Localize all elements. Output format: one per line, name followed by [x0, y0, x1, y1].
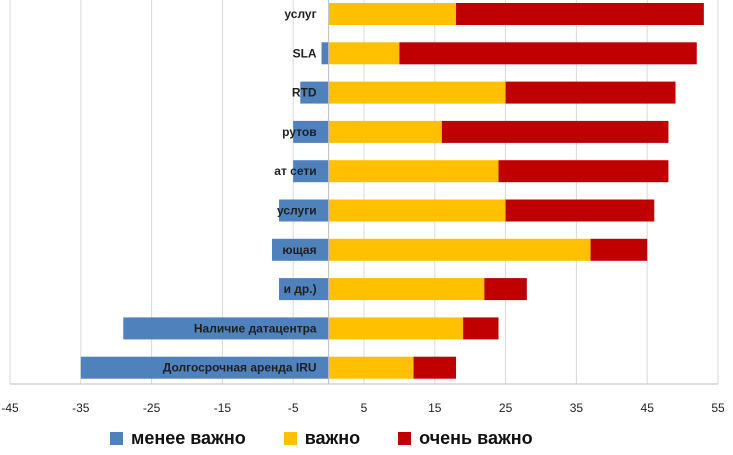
x-tick-label: -45: [1, 401, 19, 415]
x-tick-label: -25: [143, 401, 161, 415]
bar-segment: [279, 199, 329, 222]
category-label: ат сети: [274, 164, 316, 178]
legend-item-important: важно: [283, 428, 361, 449]
x-tick-label: -35: [72, 401, 90, 415]
bar-segment: [279, 278, 329, 301]
bar-segment: [328, 199, 506, 222]
bar-segment: [293, 120, 329, 143]
bar-segment: [413, 356, 457, 379]
bar-segment: [328, 3, 457, 25]
legend: менее важно важно очень важно: [110, 428, 571, 449]
category-label: RTD: [292, 86, 317, 100]
bar-segment: [123, 317, 329, 340]
legend-swatch-blue: [110, 432, 123, 445]
bar-segment: [293, 160, 329, 183]
bar-segment: [321, 42, 329, 65]
bar-segment: [463, 317, 499, 340]
x-tick-label: 15: [428, 401, 442, 415]
x-tick-label: 45: [641, 401, 655, 415]
category-label: ющая: [282, 243, 316, 257]
bar-segment: [328, 120, 442, 143]
bar-segment: [80, 356, 329, 379]
x-tick-label: 35: [570, 401, 584, 415]
bar-segment: [484, 278, 527, 301]
bar-segment: [399, 42, 697, 65]
x-tick-label: -15: [214, 401, 232, 415]
category-label: и др.): [284, 282, 317, 296]
legend-swatch-red: [398, 432, 412, 445]
bar-segment: [505, 81, 676, 104]
x-tick-label: -5: [288, 401, 299, 415]
bar-segment: [328, 42, 400, 65]
bar-segment: [505, 199, 655, 222]
category-label: услуг: [284, 7, 316, 21]
bar-segment: [590, 238, 648, 261]
bar-segment: [328, 81, 506, 104]
legend-item-very-important: очень важно: [398, 428, 533, 449]
bar-segment: [328, 160, 499, 183]
category-label: Долгосрочная аренда IRU: [163, 361, 317, 375]
legend-label-important: важно: [304, 428, 361, 448]
bar-segment: [456, 3, 704, 25]
legend-label-less-important: менее важно: [131, 428, 246, 448]
legend-label-very-important: очень важно: [419, 428, 533, 448]
x-tick-label: 5: [361, 401, 368, 415]
legend-swatch-yellow: [283, 432, 297, 445]
category-label: услуги: [277, 204, 317, 218]
bar-segment: [328, 238, 591, 261]
category-label: рутов: [282, 125, 316, 139]
x-tick-label: 55: [711, 401, 725, 415]
bar-segment: [271, 238, 329, 261]
category-label: Наличие датацентра: [194, 321, 317, 335]
bar-segment: [498, 160, 669, 183]
x-tick-label: 25: [499, 401, 513, 415]
category-label: SLA: [293, 46, 317, 60]
bar-segment: [328, 317, 464, 340]
bar-segment: [328, 356, 414, 379]
bar-segment: [441, 120, 669, 143]
bar-segment: [300, 81, 329, 104]
bar-segment: [328, 278, 485, 301]
legend-item-less-important: менее важно: [110, 428, 246, 449]
